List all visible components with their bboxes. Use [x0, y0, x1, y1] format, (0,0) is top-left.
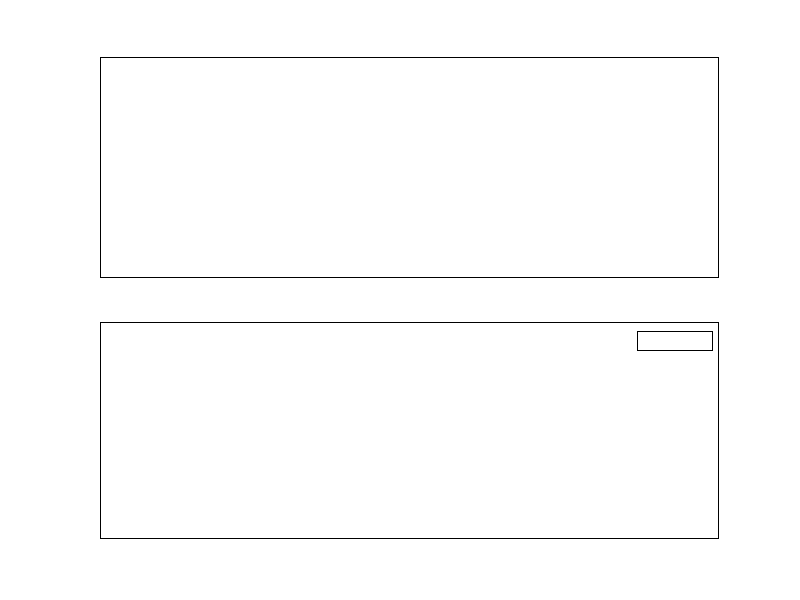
legend [637, 331, 713, 351]
legend-dash-sample [650, 338, 686, 344]
bottom-plot-ticks-layer [101, 323, 718, 538]
top-histogram-plot [100, 57, 719, 278]
top-plot-ticks-layer [101, 58, 718, 277]
bottom-cumulative-plot [100, 322, 719, 539]
